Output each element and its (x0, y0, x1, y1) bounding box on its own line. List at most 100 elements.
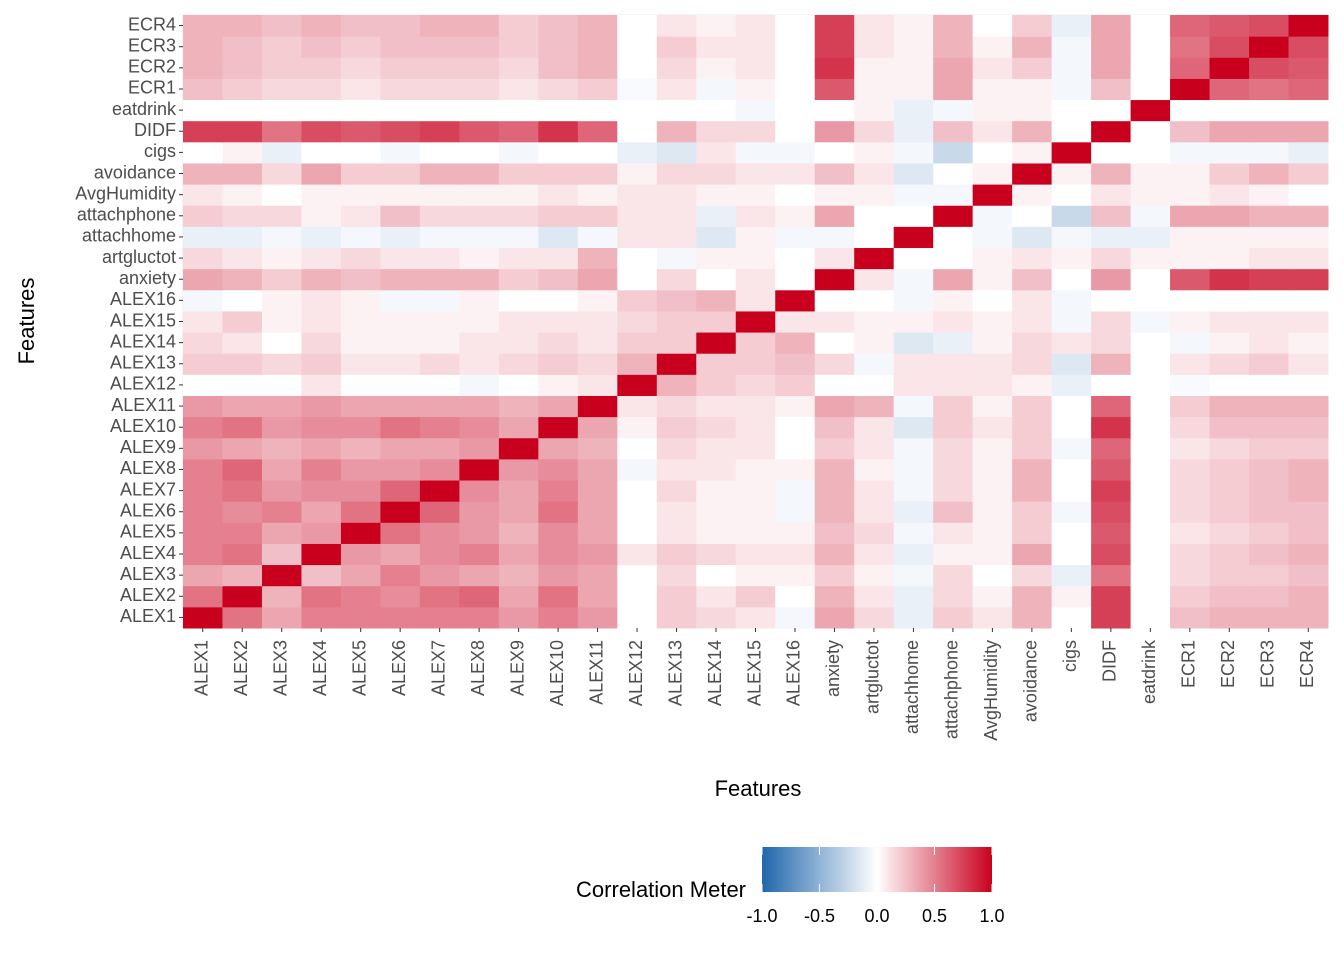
heat-cell (1170, 268, 1211, 291)
heat-cell (498, 205, 539, 227)
heat-cell (301, 458, 342, 481)
x-tick-label: ALEX10 (547, 640, 567, 706)
heat-cell (1170, 99, 1211, 122)
heat-cell (1012, 205, 1053, 227)
heat-cell (656, 120, 697, 143)
heat-cell (775, 395, 816, 418)
heat-cell (893, 416, 934, 439)
x-tick-label: ALEX5 (349, 640, 369, 696)
heat-cell (893, 310, 934, 333)
heat-cell (1091, 522, 1132, 544)
heat-cell (854, 78, 895, 101)
heat-cell (735, 374, 776, 396)
heat-cell (261, 120, 302, 143)
heat-cell (1249, 289, 1290, 312)
heat-cell (301, 606, 342, 629)
heat-cell (1130, 564, 1171, 587)
heat-cell (972, 120, 1013, 143)
heat-cell (261, 480, 302, 502)
heat-cell (577, 543, 618, 566)
heat-cell (1091, 289, 1132, 312)
heat-cell (775, 57, 816, 79)
heat-cell (1249, 332, 1290, 354)
heat-cell (814, 564, 855, 587)
heat-cell (854, 416, 895, 439)
heat-cell (577, 480, 618, 502)
heat-cell (656, 606, 697, 629)
heat-cell (775, 353, 816, 375)
heat-cell (735, 606, 776, 629)
heat-cell (538, 36, 579, 58)
heat-cell (1288, 99, 1329, 122)
heat-cell (854, 374, 895, 396)
heat-cell (222, 141, 263, 164)
x-tick-label: cigs (1060, 640, 1080, 672)
heat-cell (854, 606, 895, 629)
colorbar-tick-label: 0.0 (864, 906, 889, 926)
heat-cell (1288, 332, 1329, 354)
heat-cell (183, 522, 223, 544)
heat-cell (1288, 437, 1329, 460)
x-tick-label: ALEX13 (665, 640, 685, 706)
heat-cell (893, 120, 934, 143)
heat-cell (183, 99, 223, 122)
x-tick-label: eatdrink (1139, 639, 1159, 704)
heat-cell (498, 437, 539, 460)
heat-cell (933, 289, 974, 312)
heat-cell (261, 15, 302, 37)
x-axis-title: Features (715, 776, 802, 801)
heat-cell (617, 437, 658, 460)
heat-cell (696, 332, 737, 354)
heat-cell (854, 543, 895, 566)
heat-cell (380, 395, 421, 418)
heat-cell (617, 205, 658, 227)
y-tick-label: ALEX6 (120, 500, 176, 520)
heat-cell (419, 268, 460, 291)
heat-cell (380, 353, 421, 375)
heat-cell (1249, 585, 1290, 608)
heat-cell (261, 332, 302, 354)
heat-cell (538, 606, 579, 629)
heat-cell (380, 205, 421, 227)
colorbar-tick-label: 1.0 (979, 906, 1004, 926)
heat-cell (183, 247, 223, 270)
heat-cell (1130, 78, 1171, 101)
heat-cell (1051, 522, 1092, 544)
x-tick-label: ALEX9 (507, 640, 527, 696)
heat-cell (696, 289, 737, 312)
heat-cell (1249, 268, 1290, 291)
heat-cell (419, 289, 460, 312)
heat-cell (1288, 458, 1329, 481)
heat-cell (617, 36, 658, 58)
heat-cell (538, 57, 579, 79)
heat-cell (1012, 184, 1053, 206)
heat-cell (1249, 205, 1290, 227)
heat-cell (1130, 353, 1171, 375)
heat-cell (775, 501, 816, 523)
heat-cell (301, 247, 342, 270)
heat-cell (459, 416, 500, 439)
heat-cell (972, 606, 1013, 629)
heat-cell (1288, 205, 1329, 227)
heat-cell (1012, 374, 1053, 396)
heat-cell (854, 289, 895, 312)
heat-cell (183, 162, 223, 185)
colorbar-tick-label: -1.0 (746, 906, 777, 926)
x-tick-label: ALEX6 (389, 640, 409, 696)
heat-cell (933, 57, 974, 79)
heat-cell (1091, 15, 1132, 37)
heat-cell (972, 585, 1013, 608)
heat-cell (656, 480, 697, 502)
heat-cell (933, 395, 974, 418)
heat-cell (459, 15, 500, 37)
heat-cell (1091, 78, 1132, 101)
heat-cell (222, 585, 263, 608)
x-tick-label: attachphone (942, 640, 962, 739)
heat-cell (696, 458, 737, 481)
heat-cell (380, 141, 421, 164)
y-tick-label: ALEX9 (120, 437, 176, 457)
x-tick-label: anxiety (823, 640, 843, 697)
heat-cell (1170, 522, 1211, 544)
heat-cell (775, 205, 816, 227)
heat-cell (380, 458, 421, 481)
